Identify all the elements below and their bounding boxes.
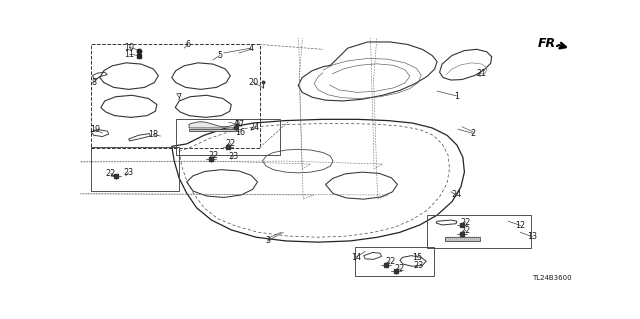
Text: 13: 13 (527, 232, 538, 241)
Text: 24: 24 (451, 190, 461, 199)
Text: 22: 22 (461, 226, 471, 235)
Text: 22: 22 (209, 151, 219, 160)
Bar (428, 215, 531, 248)
Text: 5: 5 (218, 51, 223, 60)
Text: 22: 22 (395, 264, 405, 273)
Text: 22: 22 (461, 218, 471, 226)
Text: TL24B3600: TL24B3600 (532, 275, 572, 281)
Text: 15: 15 (412, 253, 422, 262)
Bar (189, 129, 237, 131)
Text: 2: 2 (471, 129, 476, 138)
Text: 20: 20 (248, 78, 259, 87)
Text: 16: 16 (235, 128, 244, 137)
Text: 23: 23 (124, 168, 134, 177)
Text: FR.: FR. (538, 37, 561, 50)
Text: 22: 22 (106, 169, 116, 178)
Text: 17: 17 (235, 120, 244, 129)
Polygon shape (189, 122, 236, 128)
Text: 11: 11 (125, 50, 134, 59)
Text: 9: 9 (234, 120, 239, 129)
Text: 10: 10 (125, 43, 134, 52)
Text: 23: 23 (413, 261, 423, 270)
Bar (176, 119, 280, 155)
Bar (355, 247, 434, 276)
Bar (91, 147, 179, 190)
Text: 18: 18 (148, 130, 159, 139)
Text: 22: 22 (226, 139, 236, 148)
Text: 23: 23 (228, 152, 239, 161)
Text: 12: 12 (515, 221, 525, 230)
Text: 24: 24 (250, 123, 260, 132)
Text: 4: 4 (248, 44, 253, 53)
Text: 3: 3 (265, 236, 270, 245)
Text: 19: 19 (90, 125, 100, 134)
Text: 1: 1 (454, 92, 460, 100)
Bar (91, 44, 260, 148)
Text: 7: 7 (177, 93, 182, 102)
Text: 8: 8 (92, 78, 97, 86)
Text: 14: 14 (351, 253, 361, 262)
Bar (445, 236, 480, 241)
Text: 21: 21 (477, 69, 487, 78)
Text: 22: 22 (385, 257, 395, 266)
Text: 6: 6 (186, 40, 191, 49)
